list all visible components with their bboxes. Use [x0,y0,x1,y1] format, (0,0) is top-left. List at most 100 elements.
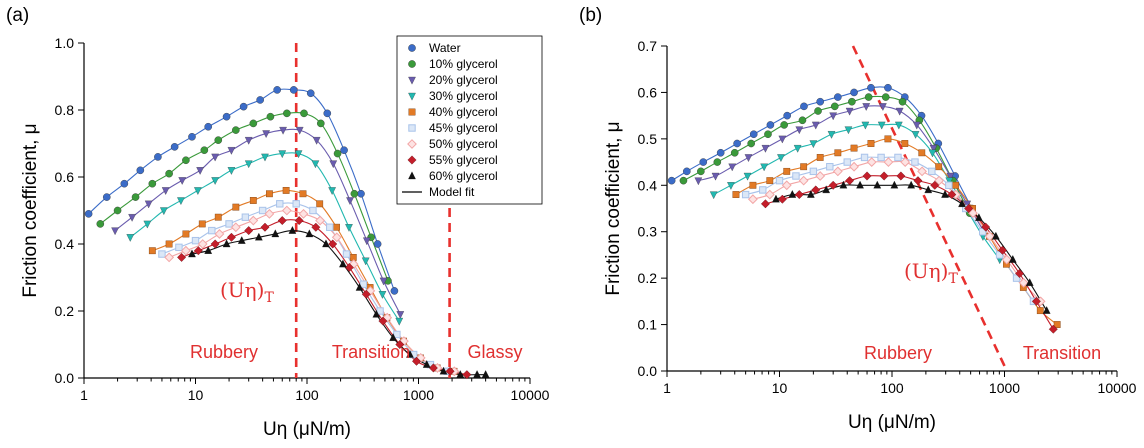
data-point [131,193,140,201]
data-point [694,177,703,186]
data-point [845,176,855,186]
y-tick-label: 0.6 [638,84,658,100]
data-point [877,153,885,162]
data-point [877,121,886,130]
data-point [244,136,253,145]
data-point [928,149,937,158]
data-point [930,180,940,190]
data-point [214,213,222,221]
data-point [862,103,871,111]
data-point [389,333,397,341]
data-point [907,180,915,189]
x-tick-label: 10 [772,380,788,396]
data-point [901,140,909,147]
data-point [462,370,472,380]
data-point [811,121,820,130]
data-point [793,144,802,153]
data-point [178,177,187,185]
x-axis-label: Uη (μN/m) [263,419,351,440]
data-point [136,166,145,175]
data-point [214,229,225,239]
data-point [379,277,388,286]
data-point [194,187,202,195]
data-point [795,126,804,135]
data-point [759,186,767,194]
panel-b: 1 10 100 1000 10000 0.0 0.1 0.2 0.3 0.4 0.5 0.6 0.7 U… [579,5,1137,433]
data-point [1036,307,1044,315]
legend-marker [408,44,416,52]
data-point [845,107,854,116]
data-point [326,223,334,231]
data-point [244,226,254,236]
data-point [281,205,292,216]
data-point [1048,324,1058,334]
data-point [445,366,455,376]
data-point [158,250,166,258]
data-point [728,163,737,172]
data-point [182,156,190,165]
data-point [322,239,330,248]
data-point [256,96,264,104]
data-point [928,167,936,176]
data-point [362,237,371,246]
data-point [783,167,791,175]
data-point [975,213,983,221]
data-point [760,163,768,172]
data-point [896,171,906,181]
data-point [340,146,348,154]
data-point [798,116,807,125]
region-label: Transition [332,342,410,362]
data-point [864,93,873,101]
y-tick-label: 1.0 [55,35,75,51]
data-point [283,109,291,118]
series-20-glycerol [111,126,405,319]
data-point [294,216,304,226]
region-label: Rubbery [190,342,258,362]
data-point [947,190,957,200]
data-point [747,194,758,205]
data-point [843,158,851,166]
series-55-glycerol [760,171,1058,334]
y-tick-label: 0.7 [638,38,658,54]
data-point [294,150,303,159]
data-point [226,232,236,242]
data-point [849,161,859,172]
legend-marker [407,155,417,165]
data-point [344,262,354,272]
data-point [815,171,826,181]
data-point [456,370,465,378]
data-point [148,179,157,188]
data-point [159,207,168,216]
data-point [439,366,448,375]
data-point [879,103,887,111]
data-point [749,130,758,139]
data-point [126,234,135,242]
data-point [811,185,821,195]
data-point [148,247,156,255]
data-point [182,230,190,238]
y-axis-label: Friction coefficient, μ [20,123,41,297]
data-point [244,160,253,169]
data-point [311,222,321,232]
data-point [934,175,944,186]
data-point [96,220,105,228]
model-fit-line [775,184,1048,311]
data-point [744,154,753,162]
data-point [764,189,775,200]
y-tick-label: 0.0 [638,363,658,379]
data-point [1042,306,1051,314]
y-tick-label: 0.1 [638,317,658,333]
data-point [667,176,676,185]
data-point [699,158,708,166]
data-point [249,119,258,128]
data-point [945,181,953,189]
series-20-glycerol [694,103,988,237]
data-point [305,229,314,238]
data-point [924,185,933,194]
y-tick-label: 0.8 [55,102,75,118]
data-point [84,210,93,218]
legend-marker [408,76,416,85]
data-point [911,131,920,139]
data-point [412,356,422,366]
